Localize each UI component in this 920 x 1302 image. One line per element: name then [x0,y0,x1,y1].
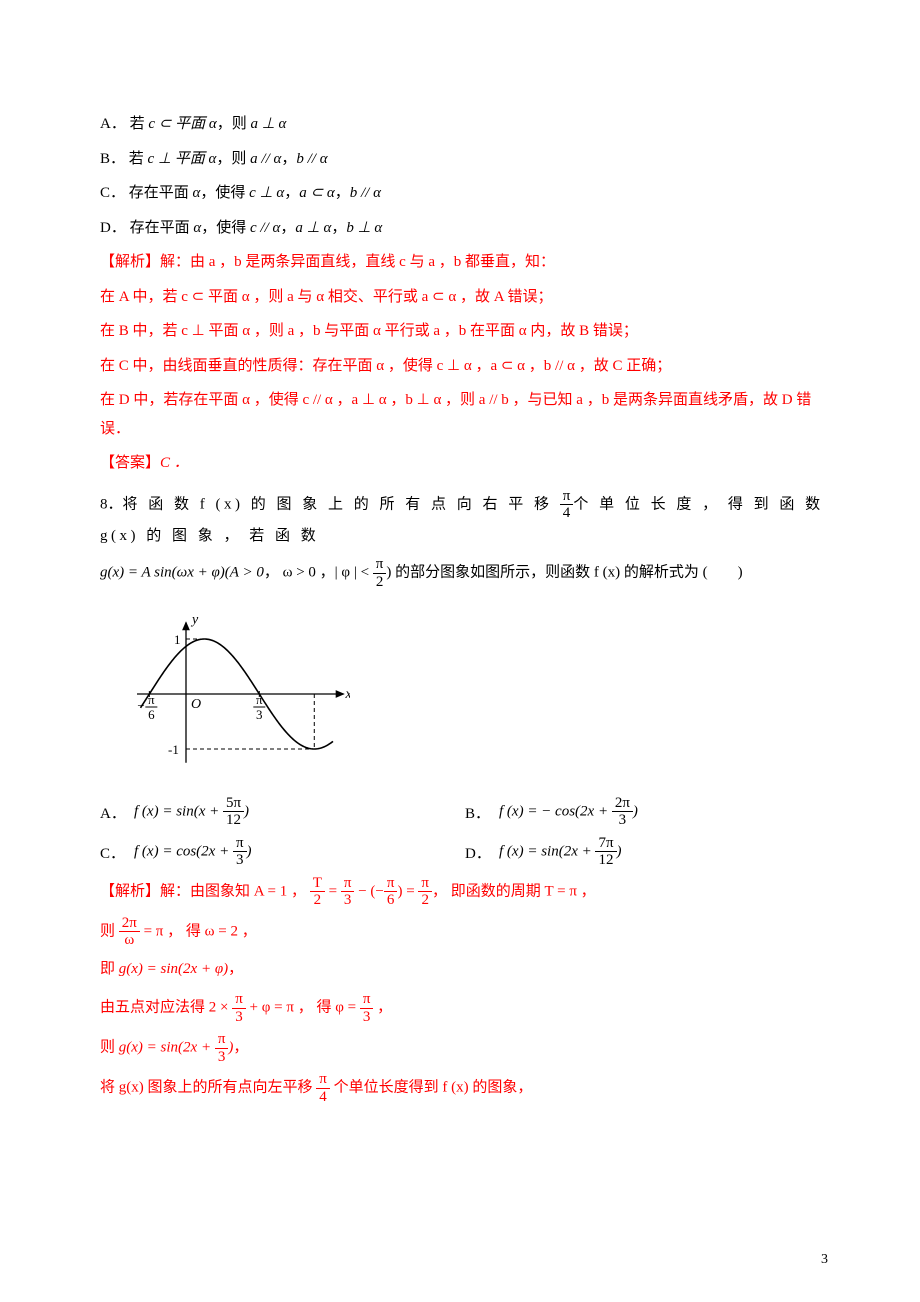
q7-option-D: D． 存在平面 α，使得 c // α，a ⊥ α，b ⊥ α [100,214,830,243]
fraction: 2π3 [612,795,633,829]
question-number: 8． [100,496,123,512]
q7-answer: 【答案】C ． [100,449,830,478]
svg-text:1: 1 [174,632,181,647]
q7-solution-A: 在 A 中，若 c ⊂ 平面 α ，则 a 与 α 相交、平行或 a ⊂ α ，… [100,283,830,312]
fraction: π4 [316,1071,330,1105]
q7-solution-D: 在 D 中，若存在平面 α ，使得 c // α ，a ⊥ α ，b ⊥ α ，… [100,386,830,443]
option-label: C． [100,185,125,201]
answer-label: 【答案】 [100,455,160,471]
fraction: π2 [418,875,432,909]
q8-sol-1: 【解析】解：由图象知 A = 1 ， T2 = π3 − (−π6) = π2，… [100,875,830,909]
q8-sol-2: 则 2πω = π ， 得 ω = 2 ， [100,915,830,949]
q7-solution-B: 在 B 中，若 c ⊥ 平面 α ，则 a ，b 与平面 α 平行或 a ，b … [100,317,830,346]
option-label: B． [100,151,125,167]
fraction: 5π12 [223,795,244,829]
svg-text:3: 3 [256,707,263,722]
fraction: π3 [232,991,246,1025]
svg-text:y: y [190,613,199,628]
solution-label: 【解析】 [100,883,160,899]
svg-text:6: 6 [148,707,155,722]
svg-text:π: π [256,692,263,707]
fraction: π2 [373,556,387,590]
q7-option-B: B． 若 c ⊥ 平面 α，则 a // α，b // α [100,145,830,174]
fraction: π3 [215,1031,229,1065]
q8-options-row2: C．f (x) = cos(2x + π3) D．f (x) = sin(2x … [100,835,830,875]
q8-stem-line1: 8．将 函 数 f (x) 的 图 象 上 的 所 有 点 向 右 平 移 π4… [100,488,830,551]
q8-sol-3: 即 g(x) = sin(2x + φ)， [100,955,830,984]
q8-sol-4: 由五点对应法得 2 × π3 + φ = π ， 得 φ = π3 ， [100,991,830,1025]
q8-options-row1: A．f (x) = sin(x + 5π12) B．f (x) = − cos(… [100,795,830,835]
option-label: D． [100,220,126,236]
q7-option-C: C． 存在平面 α，使得 c ⊥ α，a ⊂ α，b // α [100,179,830,208]
q7-option-A: A． 若 c ⊂ 平面 α，则 a ⊥ α [100,110,830,139]
q7-solution-intro: 【解析】解：由 a ，b 是两条异面直线，直线 c 与 a ，b 都垂直，知： [100,248,830,277]
q8-option-D: D．f (x) = sin(2x + 7π12) [465,835,830,869]
svg-text:-1: -1 [168,742,179,757]
option-label: A． [100,116,126,132]
q8-stem-line2: g(x) = A sin(ωx + φ)(A > 0， ω > 0 ，| φ |… [100,556,830,590]
fraction: π4 [560,488,574,522]
q8-sol-6: 将 g(x) 图象上的所有点向左平移 π4 个单位长度得到 f (x) 的图象， [100,1071,830,1105]
fraction: 7π12 [595,835,616,869]
fraction: π6 [384,875,398,909]
q8-option-C: C．f (x) = cos(2x + π3) [100,835,465,869]
fraction: π3 [341,875,355,909]
fraction: T2 [310,875,325,909]
page-number: 3 [821,1247,828,1274]
svg-text:π: π [148,692,155,707]
svg-text:−: − [137,698,144,713]
q8-option-A: A．f (x) = sin(x + 5π12) [100,795,465,829]
q7-solution-C: 在 C 中，由线面垂直的性质得：存在平面 α ，使得 c ⊥ α ，a ⊂ α … [100,352,830,381]
q8-option-B: B．f (x) = − cos(2x + 2π3) [465,795,830,829]
svg-text:O: O [191,697,201,712]
q8-sol-5: 则 g(x) = sin(2x + π3)， [100,1031,830,1065]
fraction: π3 [233,835,247,869]
solution-label: 【解析】 [100,254,160,270]
svg-text:x: x [345,687,351,702]
fraction: 2πω [119,915,140,949]
sine-chart: yxO1-1−π6π3 [120,604,830,785]
fraction: π3 [360,991,374,1025]
sine-chart-svg: yxO1-1−π6π3 [120,604,350,774]
